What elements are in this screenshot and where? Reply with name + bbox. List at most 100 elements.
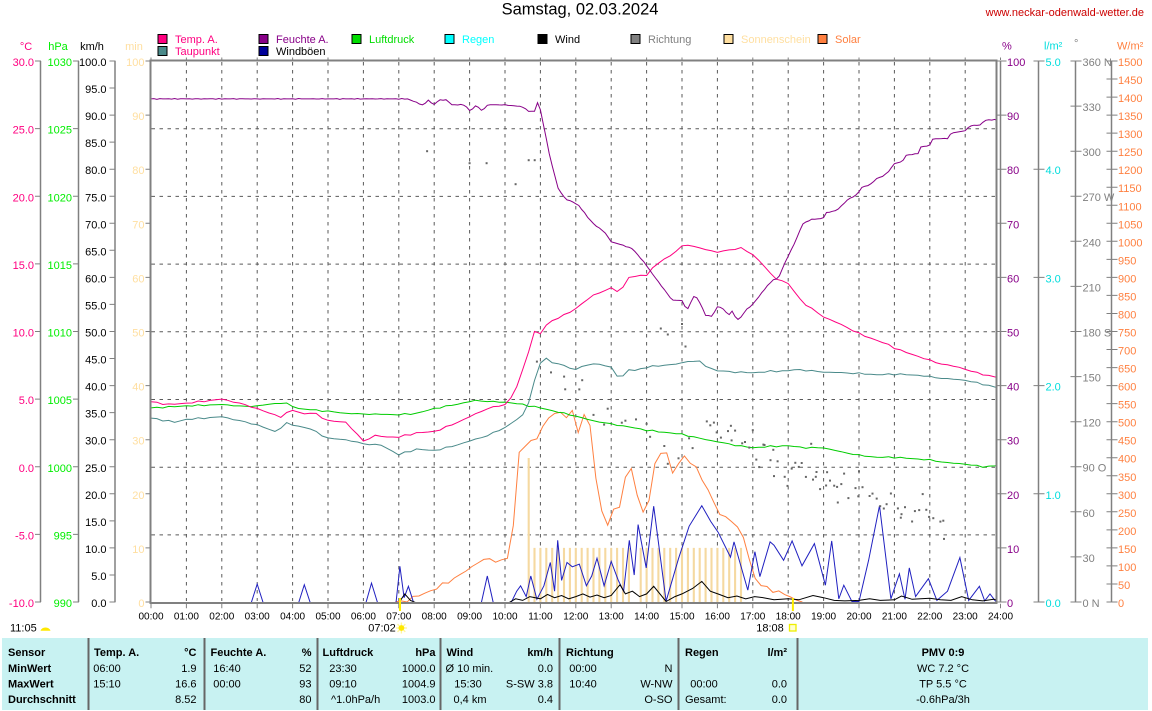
svg-text:950: 950 <box>1118 255 1136 267</box>
svg-text:16.6: 16.6 <box>175 679 196 691</box>
svg-text:60: 60 <box>1083 508 1095 520</box>
svg-text:18:08: 18:08 <box>756 623 784 635</box>
svg-text:30: 30 <box>1007 436 1019 448</box>
svg-text:210: 210 <box>1083 282 1101 294</box>
svg-text:Luftdruck: Luftdruck <box>369 34 415 46</box>
svg-text:PMV 0:9: PMV 0:9 <box>922 647 965 659</box>
svg-text:min: min <box>125 41 143 53</box>
svg-text:0,4 km: 0,4 km <box>454 694 487 706</box>
svg-text:350: 350 <box>1118 472 1136 484</box>
svg-text:550: 550 <box>1118 400 1136 412</box>
svg-text:Temp. A.: Temp. A. <box>175 34 218 46</box>
svg-text:15:10: 15:10 <box>93 679 121 691</box>
svg-text:10:40: 10:40 <box>569 679 597 691</box>
svg-text:10: 10 <box>132 544 144 556</box>
svg-text:09:00: 09:00 <box>457 612 482 623</box>
svg-text:150: 150 <box>1118 544 1136 556</box>
svg-text:0.0: 0.0 <box>1046 598 1061 610</box>
svg-text:1015: 1015 <box>48 260 72 272</box>
svg-text:Wind: Wind <box>555 34 580 46</box>
svg-text:22:00: 22:00 <box>917 612 942 623</box>
svg-text:Feuchte A.: Feuchte A. <box>276 34 329 46</box>
svg-text:Regen: Regen <box>685 647 719 659</box>
svg-text:0.0: 0.0 <box>91 598 106 610</box>
svg-text:1000: 1000 <box>48 463 72 475</box>
svg-text:5.0: 5.0 <box>1046 57 1061 69</box>
svg-text:l/m²: l/m² <box>767 647 787 659</box>
svg-text:1150: 1150 <box>1118 183 1142 195</box>
svg-text:1050: 1050 <box>1118 219 1142 231</box>
svg-text:11:05: 11:05 <box>10 623 37 635</box>
svg-text:-10.0: -10.0 <box>9 598 34 610</box>
svg-text:-5.0: -5.0 <box>15 530 34 542</box>
svg-text:270 W: 270 W <box>1083 192 1115 204</box>
svg-text:330: 330 <box>1083 102 1101 114</box>
svg-text:Taupunkt: Taupunkt <box>175 46 220 58</box>
svg-text:Temp. A.: Temp. A. <box>94 647 139 659</box>
svg-text:80: 80 <box>299 694 311 706</box>
svg-text:17:00: 17:00 <box>740 612 765 623</box>
svg-text:0 N: 0 N <box>1083 598 1100 610</box>
svg-text:650: 650 <box>1118 364 1136 376</box>
svg-text:1450: 1450 <box>1118 75 1142 87</box>
svg-text:16:40: 16:40 <box>213 663 241 675</box>
svg-text:10.0: 10.0 <box>85 544 106 556</box>
svg-text:°C: °C <box>184 647 196 659</box>
svg-text:l/m²: l/m² <box>1044 41 1063 53</box>
svg-text:1025: 1025 <box>48 125 72 137</box>
svg-text:60.0: 60.0 <box>85 273 106 285</box>
svg-text:50: 50 <box>1007 328 1019 340</box>
svg-text:100: 100 <box>1007 57 1025 69</box>
svg-text:65.0: 65.0 <box>85 246 106 258</box>
svg-text:MinWert: MinWert <box>8 663 52 675</box>
svg-text:Windböen: Windböen <box>276 46 326 58</box>
svg-text:50: 50 <box>1118 580 1130 592</box>
svg-text:700: 700 <box>1118 346 1136 358</box>
svg-text:08:00: 08:00 <box>422 612 447 623</box>
svg-text:500: 500 <box>1118 418 1136 430</box>
svg-text:90 O: 90 O <box>1083 463 1107 475</box>
svg-text:30: 30 <box>1083 553 1095 565</box>
svg-text:1300: 1300 <box>1118 129 1142 141</box>
svg-text:20.0: 20.0 <box>85 490 106 502</box>
svg-text:1030: 1030 <box>48 57 72 69</box>
svg-text:90.0: 90.0 <box>85 111 106 123</box>
svg-text:1500: 1500 <box>1118 57 1142 69</box>
svg-text:20:00: 20:00 <box>846 612 871 623</box>
svg-text:1100: 1100 <box>1118 201 1142 213</box>
svg-text:2.0: 2.0 <box>1046 382 1061 394</box>
svg-text:30: 30 <box>132 436 144 448</box>
svg-text:30.0: 30.0 <box>85 436 106 448</box>
svg-text:00:00: 00:00 <box>138 612 163 623</box>
svg-text:750: 750 <box>1118 327 1136 339</box>
svg-text:30.0: 30.0 <box>13 57 34 69</box>
svg-text:S-SW 3.8: S-SW 3.8 <box>506 679 553 691</box>
svg-text:70: 70 <box>1007 219 1019 231</box>
svg-text:300: 300 <box>1118 490 1136 502</box>
svg-text:06:00: 06:00 <box>93 663 121 675</box>
svg-text:Richtung: Richtung <box>648 34 691 46</box>
svg-text:www.neckar-odenwald-wetter.de: www.neckar-odenwald-wetter.de <box>985 7 1144 19</box>
svg-text:°: ° <box>1074 38 1078 50</box>
svg-text:1400: 1400 <box>1118 93 1142 105</box>
svg-text:01:00: 01:00 <box>174 612 199 623</box>
svg-text:12:00: 12:00 <box>563 612 588 623</box>
svg-text:20: 20 <box>132 490 144 502</box>
svg-text:300: 300 <box>1083 147 1101 159</box>
svg-text:Richtung: Richtung <box>566 647 614 659</box>
svg-text:09:10: 09:10 <box>329 679 357 691</box>
svg-text:100.0: 100.0 <box>79 57 107 69</box>
svg-text:100: 100 <box>1118 562 1136 574</box>
svg-text:75.0: 75.0 <box>85 192 106 204</box>
svg-text:0: 0 <box>1118 598 1124 610</box>
svg-text:990: 990 <box>54 598 72 610</box>
svg-text:03:00: 03:00 <box>245 612 270 623</box>
svg-text:MaxWert: MaxWert <box>8 679 54 691</box>
svg-text:55.0: 55.0 <box>85 300 106 312</box>
svg-text:90: 90 <box>1007 111 1019 123</box>
svg-text:40: 40 <box>1007 382 1019 394</box>
svg-text:10.0: 10.0 <box>13 328 34 340</box>
svg-text:O-SO: O-SO <box>644 694 673 706</box>
svg-text:40: 40 <box>132 382 144 394</box>
svg-text:0.0: 0.0 <box>538 663 553 675</box>
